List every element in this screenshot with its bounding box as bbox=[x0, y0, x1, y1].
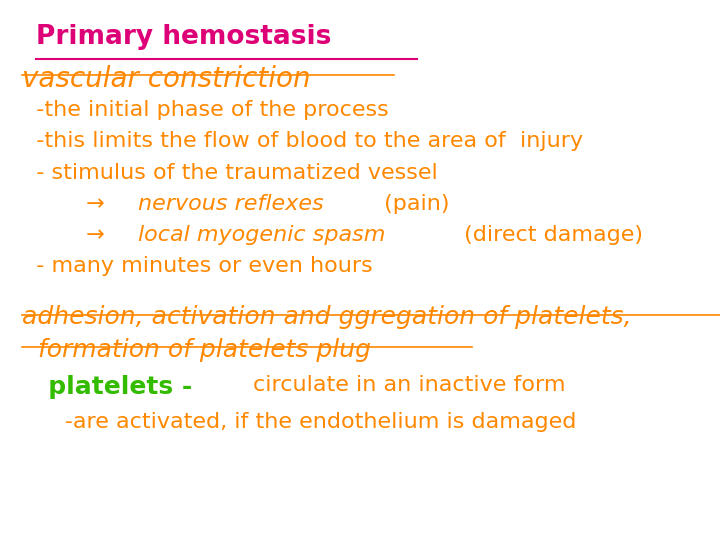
Text: →: → bbox=[22, 225, 112, 245]
Text: formation of platelets plug: formation of platelets plug bbox=[22, 338, 371, 361]
Text: -are activated, if the endothelium is damaged: -are activated, if the endothelium is da… bbox=[22, 412, 576, 432]
Text: (pain): (pain) bbox=[377, 194, 450, 214]
Text: →: → bbox=[22, 194, 112, 214]
Text: -the initial phase of the process: -the initial phase of the process bbox=[22, 100, 388, 120]
Text: nervous reflexes: nervous reflexes bbox=[138, 194, 323, 214]
Text: - many minutes or even hours: - many minutes or even hours bbox=[22, 256, 372, 276]
Text: platelets -: platelets - bbox=[22, 375, 201, 399]
Text: adhesion, activation and ggregation of platelets,: adhesion, activation and ggregation of p… bbox=[22, 305, 631, 329]
Text: Primary hemostasis: Primary hemostasis bbox=[36, 24, 331, 50]
Text: circulate in an inactive form: circulate in an inactive form bbox=[253, 375, 565, 395]
Text: (direct damage): (direct damage) bbox=[456, 225, 643, 245]
Text: local myogenic spasm: local myogenic spasm bbox=[138, 225, 385, 245]
Text: - stimulus of the traumatized vessel: - stimulus of the traumatized vessel bbox=[22, 163, 437, 183]
Text: -this limits the flow of blood to the area of  injury: -this limits the flow of blood to the ar… bbox=[22, 131, 582, 151]
Text: vascular constriction: vascular constriction bbox=[22, 65, 310, 93]
